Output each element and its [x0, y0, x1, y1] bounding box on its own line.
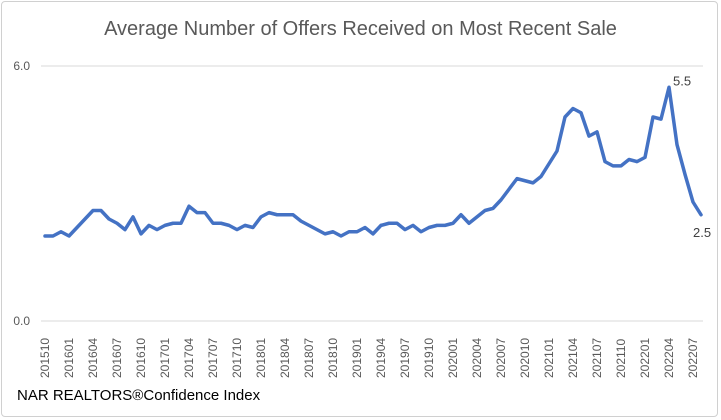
x-tick-label: 201801 — [254, 338, 268, 378]
x-tick-label: 201810 — [326, 338, 340, 378]
x-tick-label: 201907 — [398, 338, 412, 378]
y-tick-label: 0.0 — [13, 314, 30, 328]
x-tick-label: 201607 — [110, 338, 124, 378]
x-tick-label: 202110 — [614, 339, 628, 378]
x-tick-label: 202010 — [518, 338, 532, 378]
source-note: NAR REALTORS®Confidence Index — [17, 387, 261, 404]
x-tick-label: 201707 — [206, 338, 220, 378]
x-tick-label: 202201 — [638, 338, 652, 378]
data-label: 2.5 — [693, 225, 711, 240]
x-tick-label: 202007 — [494, 338, 508, 378]
x-tick-label: 202207 — [686, 338, 700, 378]
x-tick-label: 202107 — [590, 338, 604, 378]
x-tick-label: 201910 — [422, 338, 436, 378]
x-tick-label: 202001 — [446, 338, 460, 378]
x-tick-label: 201704 — [182, 338, 196, 378]
y-tick-label: 6.0 — [13, 59, 30, 73]
x-tick-label: 201710 — [230, 338, 244, 378]
x-tick-label: 202004 — [470, 338, 484, 378]
x-tick-label: 201604 — [86, 338, 100, 378]
series-line — [43, 85, 703, 238]
x-tick-label: 201804 — [278, 338, 292, 378]
x-tick-label: 201610 — [134, 338, 148, 378]
x-tick-label: 202101 — [542, 338, 556, 378]
data-label: 5.5 — [673, 73, 691, 88]
x-tick-label: 202204 — [662, 338, 676, 378]
x-tick-label: 201904 — [374, 338, 388, 378]
x-tick-label: 201510 — [38, 338, 52, 378]
x-tick-label: 201901 — [350, 338, 364, 378]
x-tick-label: 201807 — [302, 338, 316, 378]
x-tick-label: 201601 — [62, 338, 76, 378]
chart-title: Average Number of Offers Received on Mos… — [104, 18, 617, 40]
x-tick-label: 201701 — [158, 338, 172, 378]
x-tick-label: 202104 — [566, 338, 580, 378]
